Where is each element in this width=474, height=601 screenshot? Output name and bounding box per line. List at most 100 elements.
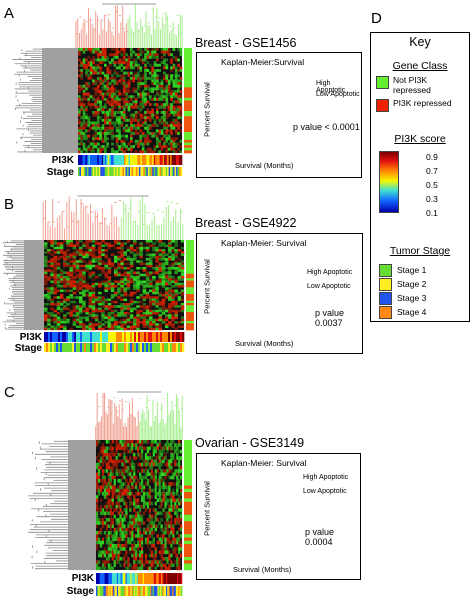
- heat-cell: [171, 291, 175, 295]
- heat-cell: [117, 553, 120, 558]
- pi3k-cell: [97, 573, 99, 584]
- heat-cell: [69, 327, 73, 331]
- stage-cell: [141, 167, 144, 176]
- stage-cell: [174, 586, 177, 596]
- pi3k-cell: [124, 155, 126, 165]
- heat-cell: [79, 273, 83, 277]
- heat-cell: [165, 134, 169, 138]
- heat-cell: [164, 314, 169, 317]
- heat-cell: [123, 446, 126, 451]
- heat-cell: [79, 251, 83, 254]
- heat-cell: [120, 63, 124, 67]
- heat-cell: [145, 246, 150, 250]
- panel-a-top-dendrogram: [75, 3, 183, 48]
- heat-cell: [107, 280, 112, 284]
- heat-cell: [180, 271, 185, 275]
- heat-cell: [56, 273, 61, 277]
- heat-cell: [164, 244, 169, 248]
- heat-cell: [117, 251, 121, 254]
- heat-cell: [176, 472, 179, 477]
- heat-cell: [172, 82, 176, 86]
- heat-cell: [140, 518, 144, 522]
- heat-cell: [120, 278, 124, 281]
- pi3k-cell: [115, 573, 118, 584]
- heat-cell: [115, 505, 118, 509]
- pi3k-cell: [174, 573, 177, 584]
- heat-cell: [117, 524, 120, 529]
- heat-cell: [136, 300, 140, 304]
- heat-cell: [114, 246, 118, 250]
- heat-cell: [133, 566, 136, 571]
- heat-cell: [107, 566, 110, 571]
- heat-cell: [122, 105, 126, 109]
- heat-cell: [148, 446, 152, 451]
- heat-cell: [122, 53, 126, 57]
- heat-cell: [103, 521, 107, 525]
- heat-cell: [142, 469, 146, 473]
- heat-cell: [107, 307, 112, 311]
- heat-cell: [105, 485, 109, 490]
- heat-cell: [168, 264, 172, 268]
- heat-cell: [171, 303, 175, 306]
- stage-cell: [118, 586, 120, 596]
- pi3k-cell: [103, 573, 105, 584]
- heat-cell: [66, 296, 70, 299]
- heat-cell: [127, 557, 130, 561]
- heat-cell: [113, 482, 116, 486]
- heat-cell: [115, 534, 118, 538]
- heat-cell: [122, 79, 126, 83]
- heat-cell: [104, 287, 108, 290]
- heat-cell: [101, 92, 105, 96]
- heat-cell: [72, 282, 77, 286]
- heat-cell: [168, 305, 172, 308]
- heat-cell: [91, 285, 96, 288]
- heat-cell: [130, 150, 133, 154]
- pi3k-cell: [76, 332, 79, 342]
- heat-cell: [99, 550, 103, 555]
- heat-cell: [111, 488, 114, 493]
- heat-cell: [117, 321, 121, 324]
- heat-cell: [172, 142, 176, 146]
- heat-cell: [53, 289, 58, 293]
- heat-cell: [121, 488, 124, 493]
- heat-cell: [134, 105, 138, 109]
- heat-cell: [99, 103, 102, 107]
- heat-cell: [133, 276, 137, 279]
- heat-cell: [180, 449, 183, 454]
- heat-cell: [144, 113, 147, 117]
- heat-cell: [144, 142, 147, 146]
- heat-cell: [53, 264, 58, 268]
- heat-cell: [170, 142, 173, 146]
- heat-cell: [66, 307, 70, 311]
- heat-cell: [174, 82, 178, 86]
- heat-cell: [142, 314, 147, 317]
- heat-cell: [113, 531, 116, 535]
- heat-cell: [142, 280, 147, 284]
- heat-cell: [66, 271, 70, 275]
- heat-cell: [140, 443, 144, 447]
- heat-cell: [146, 495, 150, 499]
- heat-cell: [123, 307, 128, 311]
- heat-cell: [140, 446, 144, 451]
- heat-cell: [142, 303, 147, 306]
- heat-cell: [137, 142, 140, 146]
- heat-cell: [132, 113, 136, 117]
- gene-class-cell: [184, 113, 192, 117]
- heat-cell: [122, 50, 126, 54]
- gene-class-cell: [184, 142, 192, 146]
- heat-cell: [148, 87, 152, 91]
- heat-cell: [97, 469, 101, 473]
- heat-cell: [104, 267, 108, 270]
- gene-class-cell: [184, 514, 192, 519]
- heat-cell: [108, 132, 112, 135]
- heat-cell: [59, 255, 64, 259]
- heat-cell: [53, 246, 58, 250]
- heat-cell: [50, 240, 54, 243]
- heat-cell: [148, 524, 152, 529]
- pi3k-cell: [129, 573, 131, 584]
- heat-cell: [148, 560, 152, 564]
- heat-cell: [113, 492, 116, 496]
- heat-cell: [158, 440, 161, 444]
- heat-cell: [148, 63, 152, 67]
- heat-cell: [99, 100, 102, 104]
